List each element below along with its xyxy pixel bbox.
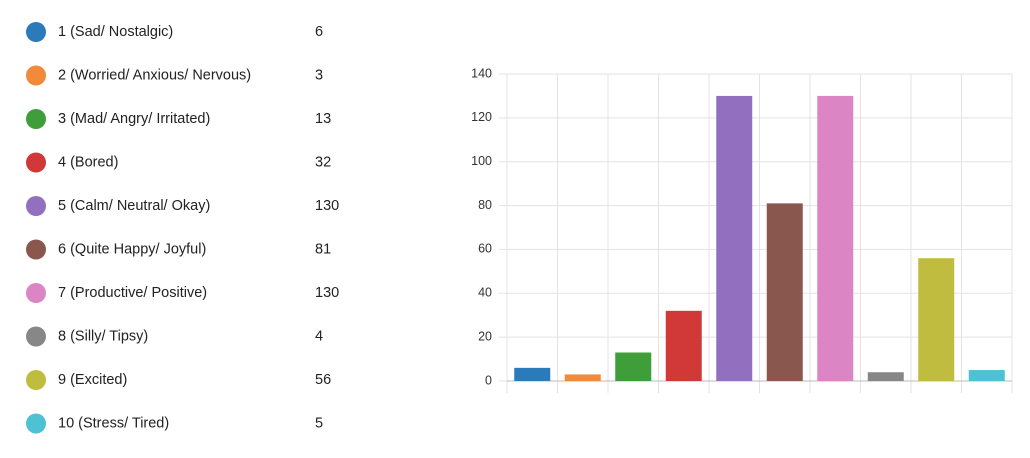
- y-tick-label: 100: [471, 154, 492, 168]
- legend-value: 4: [315, 328, 323, 344]
- legend-value: 3: [315, 67, 323, 83]
- legend-label: 3 (Mad/ Angry/ Irritated): [58, 111, 210, 127]
- legend-label: 6 (Quite Happy/ Joyful): [58, 241, 206, 257]
- legend-swatch: [26, 196, 46, 216]
- bar: [716, 95, 753, 381]
- bar: [564, 374, 601, 381]
- legend-label: 4 (Bored): [58, 154, 118, 170]
- legend-value: 130: [315, 198, 339, 214]
- bar: [968, 370, 1005, 381]
- legend-label: 9 (Excited): [58, 372, 127, 388]
- legend-value: 81: [315, 241, 331, 257]
- legend-value: 130: [315, 285, 339, 301]
- legend-swatch: [26, 413, 46, 434]
- legend-label: 7 (Productive/ Positive): [58, 285, 207, 301]
- legend-value: 6: [315, 24, 323, 40]
- legend-swatch: [26, 65, 46, 86]
- legend-value: 13: [315, 111, 331, 127]
- legend-swatch: [26, 370, 46, 390]
- y-tick-label: 40: [478, 286, 492, 300]
- y-tick-label: 0: [485, 373, 492, 387]
- bar: [817, 95, 854, 381]
- legend-swatch: [26, 283, 46, 303]
- bar: [665, 310, 702, 381]
- bar: [766, 203, 803, 381]
- legend-label: 1 (Sad/ Nostalgic): [58, 24, 173, 40]
- bar: [867, 372, 904, 381]
- y-tick-label: 140: [471, 66, 492, 80]
- legend-value: 56: [315, 372, 331, 388]
- legend-label: 5 (Calm/ Neutral/ Okay): [58, 198, 210, 214]
- legend-swatch: [26, 22, 46, 42]
- y-tick-label: 20: [478, 329, 492, 343]
- legend-value: 5: [315, 415, 323, 431]
- y-tick-label: 120: [471, 110, 492, 124]
- y-tick-label: 80: [478, 198, 492, 212]
- bar: [514, 367, 551, 381]
- bar: [918, 258, 955, 381]
- legend-swatch: [26, 239, 46, 260]
- legend-swatch: [26, 109, 46, 129]
- legend-label: 2 (Worried/ Anxious/ Nervous): [58, 67, 251, 83]
- legend-swatch: [26, 326, 46, 347]
- legend-value: 32: [315, 154, 331, 170]
- legend-swatch: [26, 152, 46, 173]
- y-tick-label: 60: [478, 242, 492, 256]
- bar: [615, 352, 652, 381]
- legend-label: 10 (Stress/ Tired): [58, 415, 169, 431]
- legend-label: 8 (Silly/ Tipsy): [58, 328, 148, 344]
